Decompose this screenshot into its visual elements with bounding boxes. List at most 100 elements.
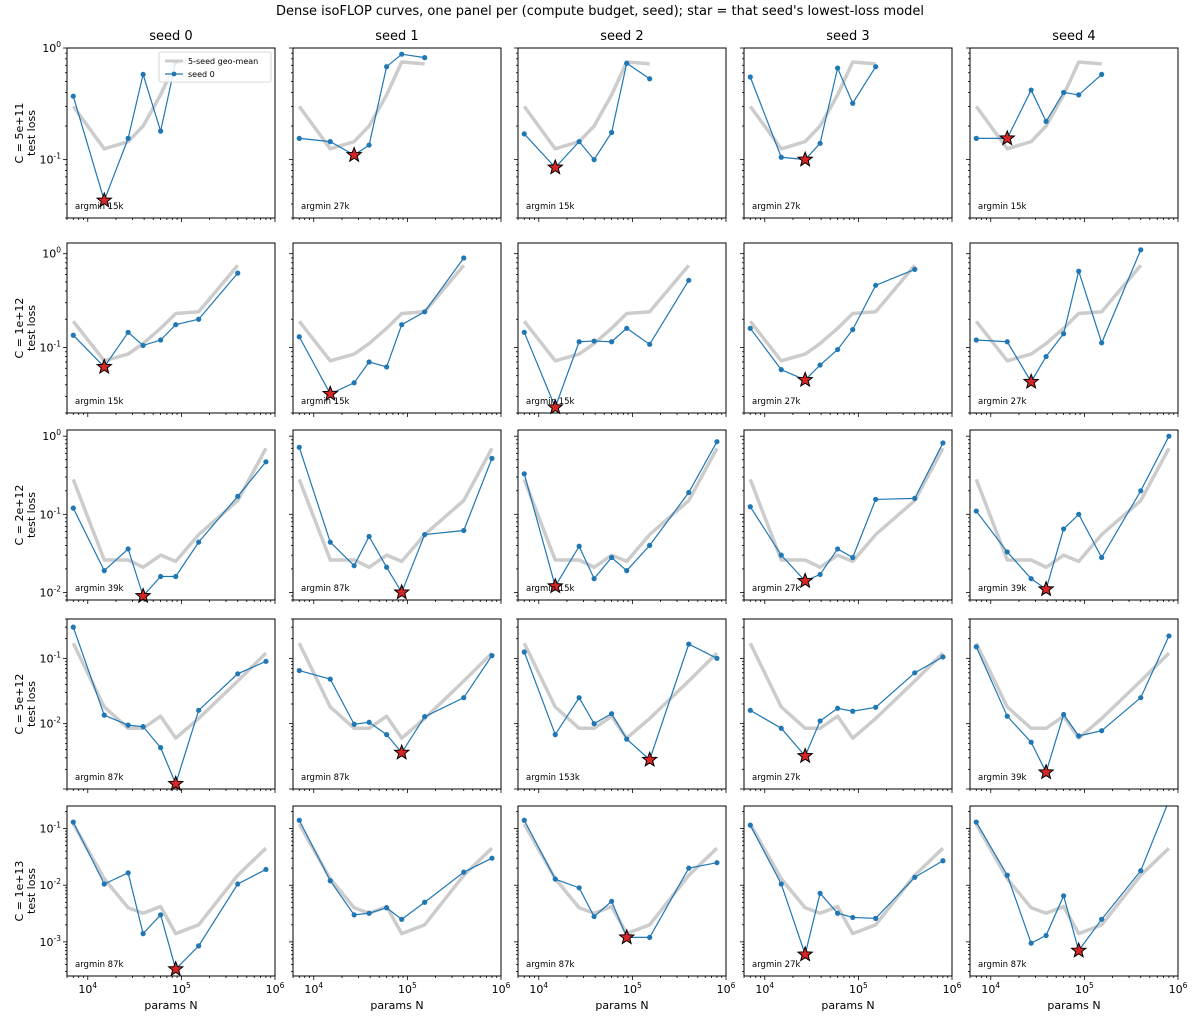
seed-point [912,874,918,880]
seed-point [940,858,946,864]
seed-point [521,649,527,655]
seed-point [912,495,918,501]
y-tick-label: 10-3 [40,934,62,949]
argmin-label: argmin 87k [978,960,1026,970]
seed-point [422,899,428,905]
seed-point [125,329,131,335]
seed-point [158,128,164,134]
panel-r3-c4: argmin 39k [966,618,1179,793]
panel-r4-c4: 104 105 106 params N argmin 87k [966,798,1188,1012]
seed-line [523,441,718,588]
argmin-star [321,384,339,402]
seed-point [1099,340,1105,346]
argmin-label: argmin 27k [752,584,800,594]
seed-point [686,489,692,496]
seed-line [523,62,651,169]
panel-frame [66,242,276,414]
seed-point [1028,739,1034,745]
geo-mean-line [522,447,719,570]
panel-r0-c4: argmin 15k [966,47,1179,222]
seed-point [747,822,753,828]
panel-r2-c1: argmin 87k [289,429,502,604]
seed-point [714,860,720,866]
geo-mean-line [974,60,1102,151]
seed-point [1061,89,1067,96]
seed-point [552,876,558,882]
seed-point [489,855,495,861]
seed-point [327,539,333,545]
panel-r0-c3: argmin 27k [740,47,953,222]
x-tick-label: 105 [398,981,417,996]
seed-point [422,531,428,538]
panel-r4-c0: 10-3 10-2 10-1 104 105 106 params N argmin 87k [40,805,285,1012]
panel-r1-c1: argmin 15k [289,242,502,417]
panel-frame [292,805,502,977]
geo-mean-line [522,264,691,363]
seed-line [749,268,915,381]
plot-area [70,819,269,972]
panel-r3-c1: argmin 87k [289,618,502,793]
geo-mean-line [748,60,876,151]
panel-frame [66,429,276,601]
seed-point [366,359,372,365]
seed-point [1166,633,1172,639]
plot-area [973,633,1172,775]
seed-point [591,913,597,920]
argmin-star [796,150,814,167]
seed-point [196,707,202,713]
seed-point [296,817,302,823]
seed-point [1076,268,1082,274]
panel-r0-c2: argmin 15k [514,47,727,222]
seed-point [158,912,164,918]
seed-point [399,51,405,57]
panel-r2-c3: argmin 27k [740,429,953,604]
y-tick-label: 10-1 [40,152,62,167]
column-title-seed-4: seed 4 [1052,29,1095,44]
seed-point [140,724,146,730]
seed-point [196,316,202,322]
plot-area [973,433,1172,592]
seed-point [647,76,653,82]
seed-point [422,714,428,720]
seed-point [647,934,653,941]
seed-point [747,325,753,331]
seed-point [609,554,615,561]
plot-area [521,60,653,171]
seed-point [714,439,720,445]
panel-r2-c0: 10-2 10-1 100 argmin 39k [40,428,276,604]
geo-mean-line [522,642,719,740]
seed-line [72,272,239,368]
panel-frame [517,47,727,219]
seed-point [366,533,372,540]
seed-point [70,819,76,825]
seed-point [1166,798,1171,803]
plot-area [973,60,1105,151]
seed-point [521,131,527,137]
seed-point [624,568,630,574]
plot-area [747,642,946,759]
seed-point [873,282,879,288]
argmin-star [1037,763,1055,780]
seed-point [296,334,302,340]
y-tick-label: 10-2 [40,584,62,599]
seed-point [973,644,979,650]
panel-frame [969,242,1179,414]
seed-point [461,869,467,875]
seed-point [70,332,76,338]
argmin-star [393,583,411,600]
geo-mean-line [297,60,425,151]
seed-point [591,721,597,727]
seed-point [850,327,856,333]
argmin-star [618,928,636,945]
x-tick-label: 105 [849,981,868,996]
panel-r4-c2: 104 105 106 params N argmin 87k [514,805,736,1012]
geo-mean-line [71,264,240,363]
row-label-1: C = 1e+12test loss [13,298,38,359]
seed-point [873,496,879,503]
seed-point [461,695,467,701]
seed-line [72,61,177,203]
seed-point [835,705,841,711]
seed-point [576,885,582,891]
x-tick-label: 106 [1169,981,1188,996]
